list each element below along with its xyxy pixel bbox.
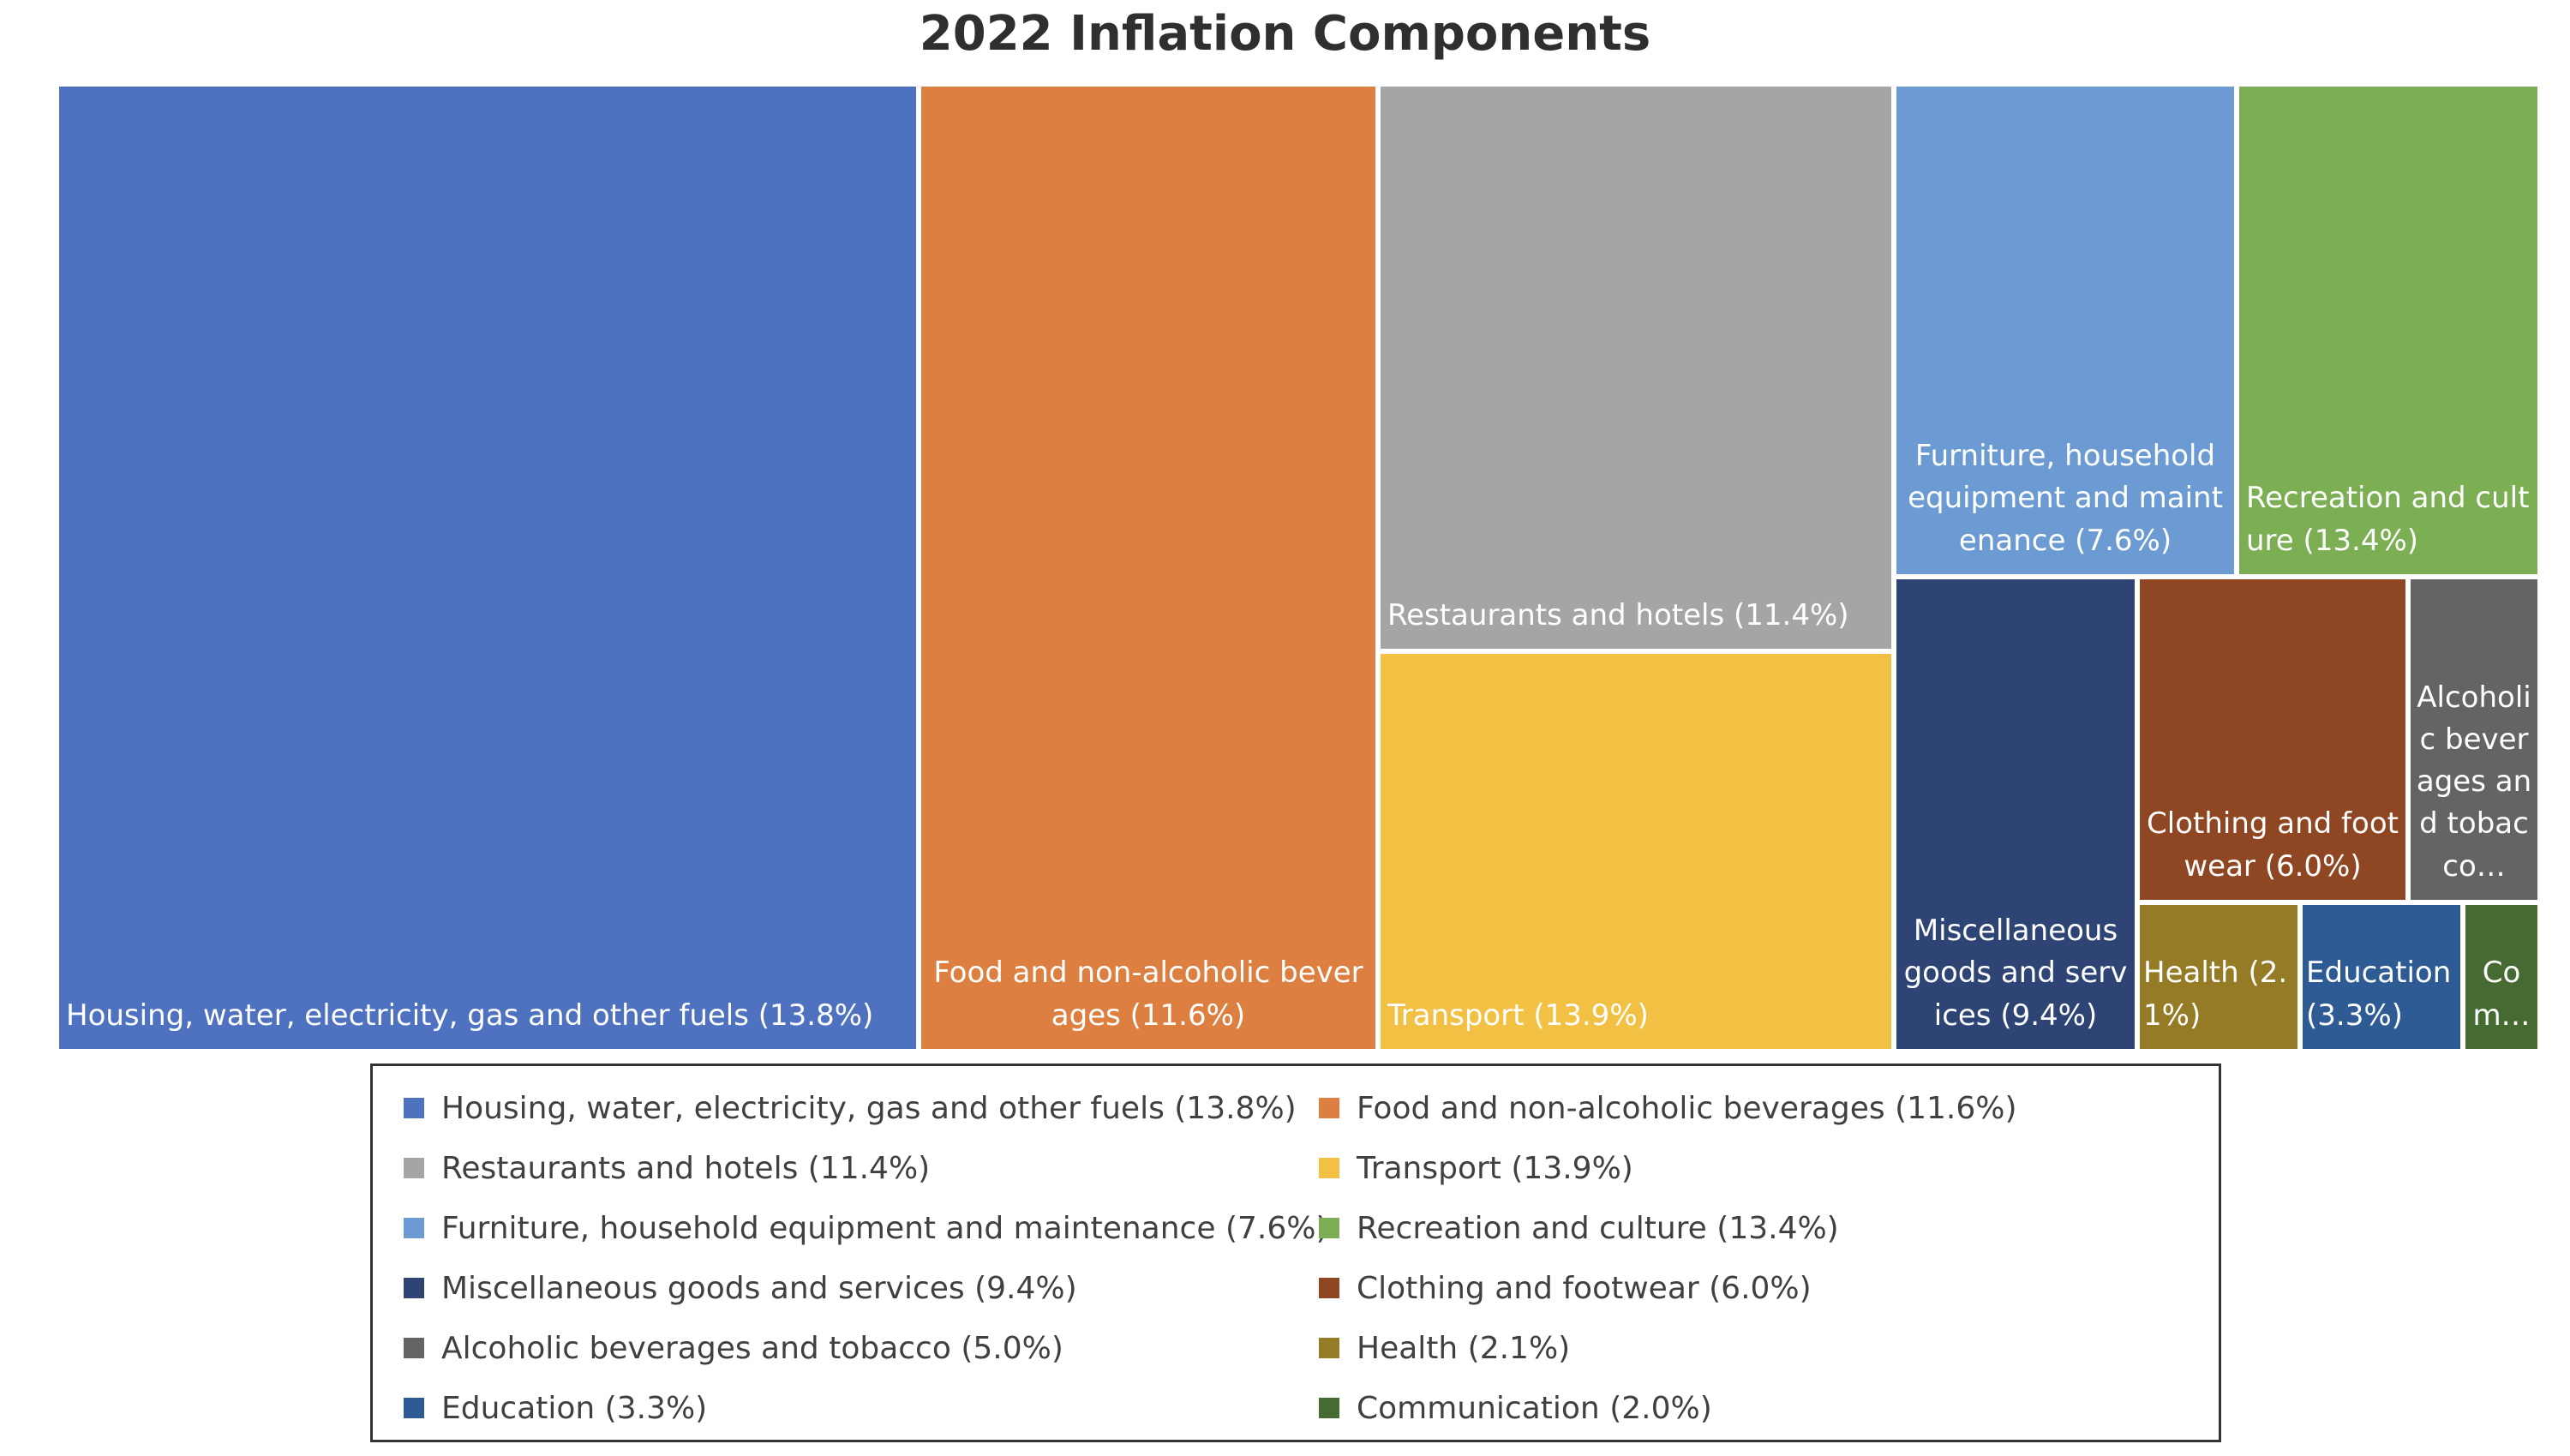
legend-swatch <box>1319 1158 1339 1178</box>
legend-item-communication: Communication (2.0%) <box>1319 1378 1712 1438</box>
legend-label: Housing, water, electricity, gas and oth… <box>441 1090 1297 1126</box>
treemap-tile-label: Furniture, household equipment and maint… <box>1908 439 2223 558</box>
legend-swatch <box>404 1218 424 1238</box>
treemap-tile-label: Health (2.1%) <box>2143 956 2288 1033</box>
legend-swatch <box>1319 1218 1339 1238</box>
legend-swatch <box>1319 1398 1339 1418</box>
treemap-tile-label: Education (3.3%) <box>2306 956 2452 1033</box>
chart-title: 2022 Inflation Components <box>919 6 1651 62</box>
legend-label: Communication (2.0%) <box>1357 1390 1712 1426</box>
legend-swatch <box>404 1278 424 1298</box>
legend-swatch <box>1319 1098 1339 1118</box>
legend-label: Furniture, household equipment and maint… <box>441 1210 1328 1246</box>
treemap-tile-clothing-and-footwear: Clothing and footwear (6.0%) <box>2137 577 2408 902</box>
treemap-tile-label: Recreation and culture (13.4%) <box>2246 481 2530 558</box>
treemap-tile-label: Com… <box>2472 956 2531 1033</box>
legend-label: Recreation and culture (13.4%) <box>1357 1210 1839 1246</box>
treemap-tile-communication: Com… <box>2463 902 2540 1052</box>
legend-swatch <box>404 1338 424 1358</box>
treemap-tile-label: Alcoholic beverages and tobacco… <box>2416 680 2532 884</box>
legend-swatch <box>404 1158 424 1178</box>
legend-swatch <box>404 1398 424 1418</box>
legend-swatch <box>1319 1338 1339 1358</box>
legend-swatch <box>1319 1278 1339 1298</box>
treemap-tile-housing-water-electricity-gas-and-other-fuels: Housing, water, electricity, gas and oth… <box>57 84 919 1052</box>
legend-label: Food and non-alcoholic beverages (11.6%) <box>1357 1090 2017 1126</box>
treemap-tile-food-and-non-alcoholic-beverages: Food and non-alcoholic beverages (11.6%) <box>919 84 1378 1052</box>
legend-label: Education (3.3%) <box>441 1390 708 1426</box>
treemap-tile-miscellaneous-goods-and-services: Miscellaneous goods and services (9.4%) <box>1894 577 2137 1052</box>
legend-label: Health (2.1%) <box>1357 1330 1571 1366</box>
legend: Housing, water, electricity, gas and oth… <box>370 1064 2221 1442</box>
legend-item-health: Health (2.1%) <box>1319 1318 1570 1378</box>
treemap-tile-label: Restaurants and hotels (11.4%) <box>1387 597 1849 632</box>
treemap-tile-label: Housing, water, electricity, gas and oth… <box>66 998 874 1033</box>
legend-item-education: Education (3.3%) <box>404 1378 707 1438</box>
legend-item-furniture-household-equipment-and-maintenance: Furniture, household equipment and maint… <box>404 1198 1328 1258</box>
legend-item-restaurants-and-hotels: Restaurants and hotels (11.4%) <box>404 1138 930 1198</box>
treemap-tile-health: Health (2.1%) <box>2137 902 2300 1052</box>
treemap-tile-furniture-household-equipment-and-maintenance: Furniture, household equipment and maint… <box>1894 84 2237 577</box>
legend-item-miscellaneous-goods-and-services: Miscellaneous goods and services (9.4%) <box>404 1258 1077 1318</box>
legend-item-housing-water-electricity-gas-and-other-fuels: Housing, water, electricity, gas and oth… <box>404 1078 1297 1138</box>
treemap-tile-recreation-and-culture: Recreation and culture (13.4%) <box>2237 84 2540 577</box>
legend-item-food-and-non-alcoholic-beverages: Food and non-alcoholic beverages (11.6%) <box>1319 1078 2017 1138</box>
legend-item-recreation-and-culture: Recreation and culture (13.4%) <box>1319 1198 1839 1258</box>
treemap-tile-alcoholic-beverages-and-tobacco: Alcoholic beverages and tobacco… <box>2408 577 2540 902</box>
legend-label: Miscellaneous goods and services (9.4%) <box>441 1270 1077 1306</box>
treemap-tile-label: Clothing and footwear (6.0%) <box>2147 806 2399 884</box>
treemap-tile-label: Food and non-alcoholic beverages (11.6%) <box>933 956 1363 1033</box>
legend-item-alcoholic-beverages-and-tobacco: Alcoholic beverages and tobacco (5.0%) <box>404 1318 1063 1378</box>
treemap-tile-restaurants-and-hotels: Restaurants and hotels (11.4%) <box>1378 84 1894 651</box>
treemap-tile-transport: Transport (13.9%) <box>1378 651 1894 1052</box>
legend-swatch <box>404 1098 424 1118</box>
treemap-tile-education: Education (3.3%) <box>2300 902 2463 1052</box>
legend-label: Restaurants and hotels (11.4%) <box>441 1150 931 1186</box>
legend-item-clothing-and-footwear: Clothing and footwear (6.0%) <box>1319 1258 1812 1318</box>
treemap-tile-label: Miscellaneous goods and services (9.4%) <box>1903 914 2128 1033</box>
legend-label: Transport (13.9%) <box>1357 1150 1633 1186</box>
legend-label: Clothing and footwear (6.0%) <box>1357 1270 1812 1306</box>
legend-item-transport: Transport (13.9%) <box>1319 1138 1633 1198</box>
legend-label: Alcoholic beverages and tobacco (5.0%) <box>441 1330 1063 1366</box>
treemap-tile-label: Transport (13.9%) <box>1387 998 1649 1033</box>
